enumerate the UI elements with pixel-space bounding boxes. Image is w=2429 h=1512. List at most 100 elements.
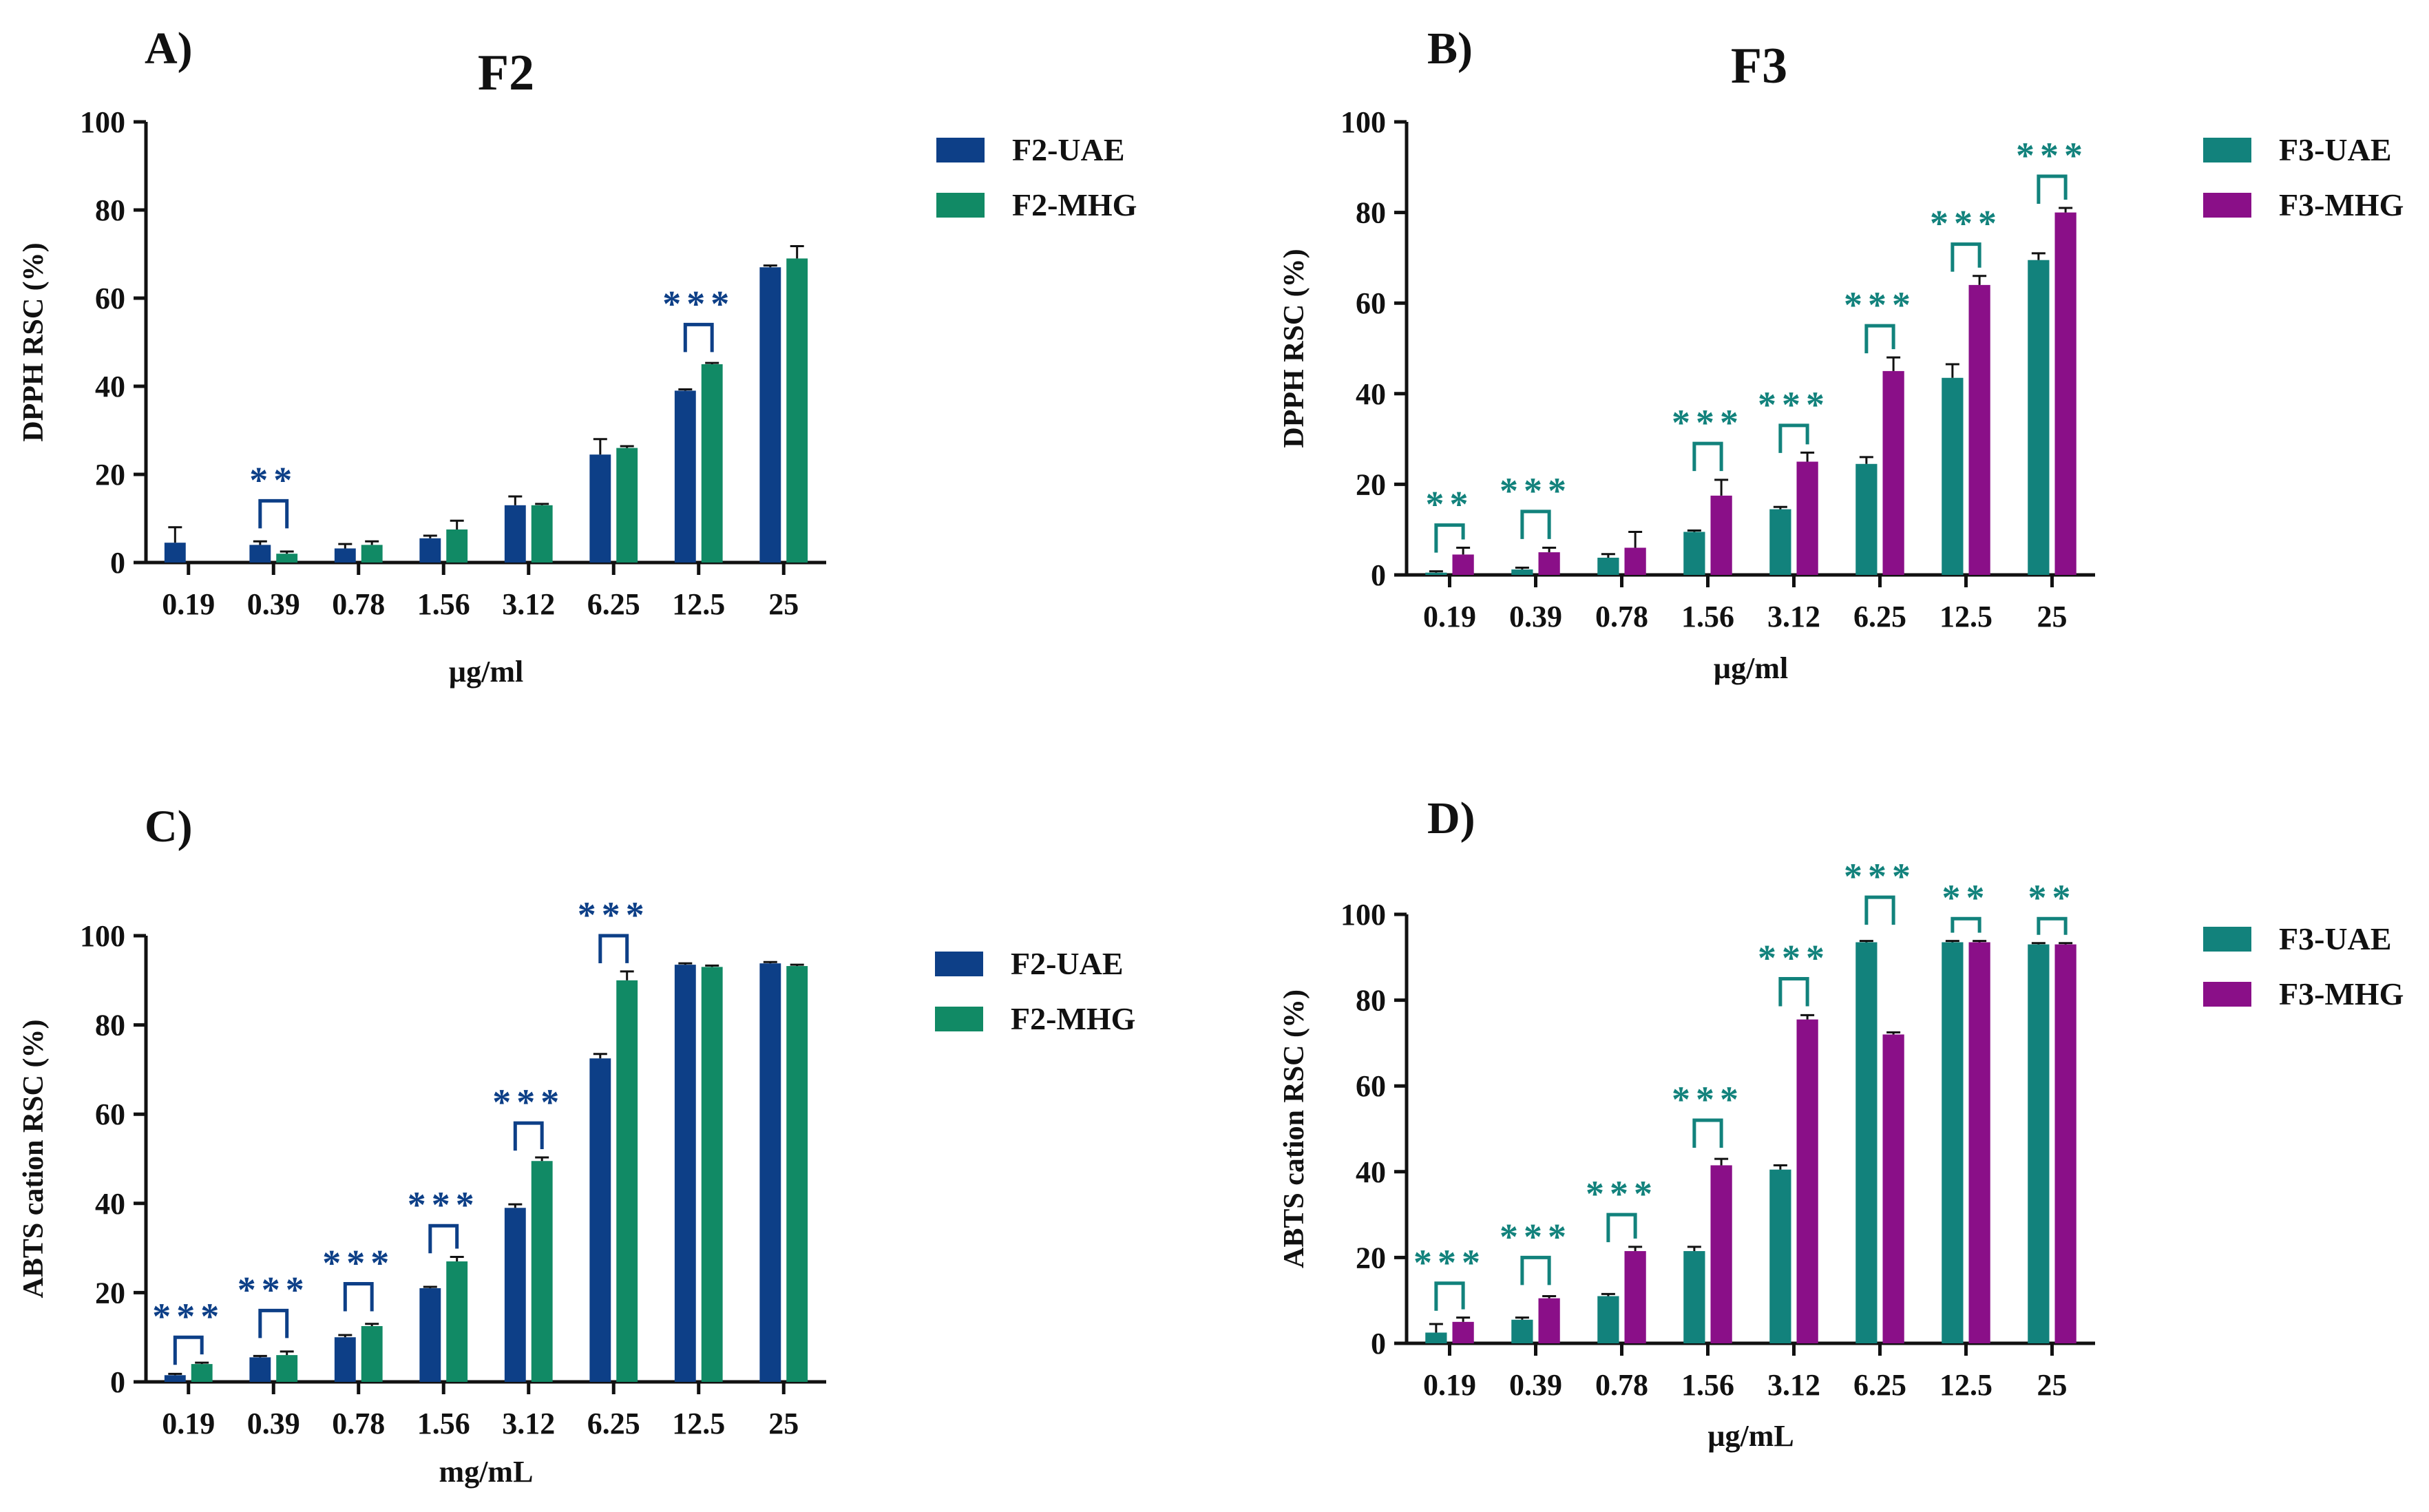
y-tick-label: 60 [1356,286,1386,320]
significance-bracket [1520,510,1551,539]
x-tick-label: 12.5 [1939,600,1992,633]
x-tick-label: 0.39 [1509,600,1562,633]
bar-b [361,1326,383,1382]
x-axis-label: µg/mL [1707,1419,1794,1453]
significance-stars: *** [662,283,735,324]
bar-a [589,1058,611,1382]
significance-stars: *** [1930,203,2002,244]
x-tick-label: 3.12 [1767,1368,1820,1402]
significance-stars: *** [1586,1173,1658,1215]
x-tick-label: 0.39 [1509,1368,1562,1402]
bar-b [531,505,553,563]
y-tick-label: 20 [1356,1241,1386,1274]
significance-stars: *** [152,1296,224,1337]
significance-stars: ** [1942,877,1990,918]
significance-bracket [428,1224,459,1254]
legend-swatch [935,1007,983,1031]
legend-label: F3-UAE [2279,132,2392,167]
x-tick-label: 6.25 [1853,1368,1906,1402]
y-tick-label: 100 [80,919,125,953]
significance-stars: *** [322,1242,395,1283]
x-tick-label: 1.56 [417,587,470,621]
legend-swatch [936,193,985,218]
bar-a [1425,1332,1447,1343]
y-tick-label: 60 [1356,1069,1386,1103]
significance-bracket [2037,174,2068,204]
y-tick-label: 60 [95,282,125,315]
x-tick-label: 12.5 [672,587,725,621]
bar-a [504,505,526,563]
significance-stars: ** [249,459,297,501]
x-tick-label: 0.78 [1595,1368,1648,1402]
significance-bracket [1692,1118,1723,1148]
bar-b [616,448,638,563]
bar-b [1452,554,1474,575]
bar-a [1683,532,1705,575]
bar-b [1538,552,1560,575]
bar-a [2028,944,2050,1343]
bar-b [1882,370,1904,575]
y-tick-label: 40 [95,1187,125,1221]
x-tick-label: 3.12 [502,1407,555,1440]
x-tick-label: 25 [768,587,799,621]
x-tick-label: 6.25 [587,587,640,621]
x-tick-label: 0.39 [247,1407,300,1440]
x-tick-label: 25 [2037,1368,2068,1402]
y-tick-label: 20 [95,1276,125,1310]
bar-a [334,548,356,563]
x-tick-label: 3.12 [1767,600,1820,633]
significance-bracket [1434,1281,1465,1311]
significance-stars: *** [1500,470,1572,512]
significance-bracket [1950,916,1981,933]
significance-bracket [1778,976,1809,1007]
y-tick-label: 0 [110,1365,125,1399]
y-tick-label: 80 [95,1009,125,1042]
legend-label: F2-MHG [1012,187,1137,222]
bar-b [446,1261,468,1382]
y-tick-label: 40 [95,370,125,403]
bar-b [2054,212,2076,576]
x-tick-label: 25 [768,1407,799,1440]
significance-bracket [2037,916,2068,935]
bar-a [759,963,781,1382]
bar-b [2054,944,2076,1343]
significance-bracket [1950,242,1981,272]
significance-bracket [683,322,714,353]
significance-stars: *** [578,894,650,936]
significance-stars: *** [492,1082,565,1123]
significance-bracket [1778,423,1809,453]
legend-swatch [936,138,985,162]
legend-label: F3-UAE [2279,921,2392,956]
x-tick-label: 1.56 [417,1407,470,1440]
legend-swatch [2203,138,2251,162]
bar-a [1597,1296,1619,1343]
bar-b [1796,461,1818,575]
bar-b [276,1355,298,1382]
significance-stars: ** [1426,484,1474,525]
significance-bracket [258,1308,289,1338]
significance-bracket [513,1121,544,1151]
bar-b [361,545,383,563]
x-tick-label: 1.56 [1681,1368,1734,1402]
x-tick-label: 12.5 [1939,1368,1992,1402]
bar-b [701,364,723,563]
bar-b [1538,1298,1560,1343]
bar-a [674,965,696,1382]
legend-swatch [2203,193,2251,218]
significance-stars: *** [1413,1242,1486,1283]
significance-stars: *** [1672,1079,1744,1120]
y-axis-label: DPPH RSC (%) [1279,249,1310,448]
bar-a [1683,1251,1705,1343]
panel-label: C) [145,801,193,852]
x-tick-label: 0.78 [1595,600,1648,633]
bar-b [191,1364,213,1382]
x-tick-label: 25 [2037,600,2068,633]
bar-b [1882,1034,1904,1343]
y-tick-label: 40 [1356,377,1386,411]
bar-a [1769,1169,1791,1343]
bar-b [616,980,638,1382]
panel-label: D) [1427,793,1475,843]
bar-a [419,538,441,563]
y-tick-label: 20 [95,458,125,492]
legend-swatch [2203,982,2251,1007]
